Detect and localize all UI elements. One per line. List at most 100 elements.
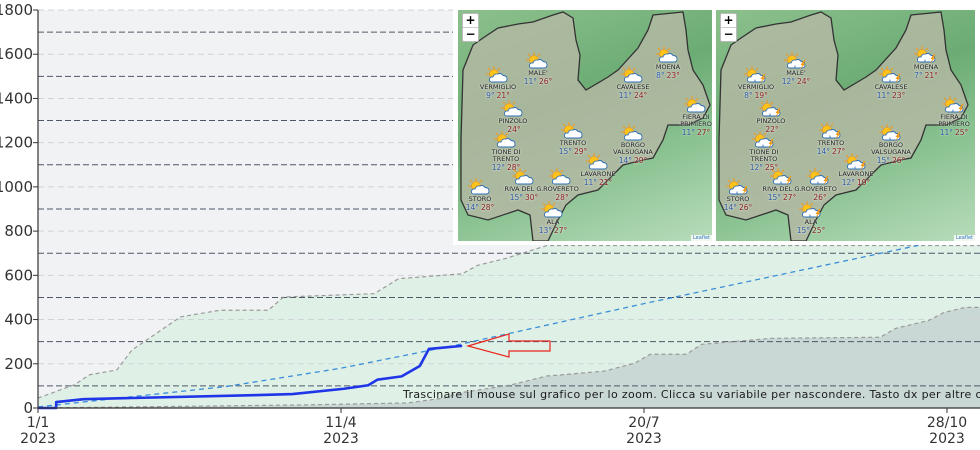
city-temperatures: 14° 28° <box>458 203 508 212</box>
city-name: CAVALESE <box>874 83 908 91</box>
sun-cloud-storm-icon <box>728 66 784 84</box>
sun-cloud-storm-icon <box>828 153 884 171</box>
zoom-in-button[interactable]: + <box>721 14 736 28</box>
y-tick-label: 200 <box>4 355 33 373</box>
sun-cloud-icon <box>496 168 552 186</box>
x-tick-year: 2023 <box>323 431 359 447</box>
city-forecast[interactable]: PINZOLO 24° <box>485 100 541 134</box>
min-temperature: 12° <box>491 163 505 172</box>
x-tick-label: 28/10 <box>927 415 967 431</box>
city-forecast[interactable]: TRENTO 14° 27° <box>803 122 859 156</box>
map-zoom-control: + − <box>720 13 737 42</box>
city-forecast[interactable]: ROVERETO 28° <box>533 168 589 202</box>
series-outline-1[interactable] <box>37 306 980 409</box>
max-temperature: 28° <box>555 193 569 202</box>
leaflet-attribution-link[interactable]: Leaflet <box>953 235 975 241</box>
max-temperature: 22° <box>765 125 779 134</box>
city-forecast[interactable]: ROVERETO 26° <box>791 168 847 202</box>
city-name: ROVERETO <box>543 185 579 193</box>
min-temperature: 11° <box>523 77 537 86</box>
city-name: CAVALESE <box>616 83 650 91</box>
series-outline-0[interactable] <box>37 244 980 399</box>
city-temperatures: 15° 27° <box>754 193 810 202</box>
min-temperature: 14° <box>618 156 632 165</box>
city-forecast[interactable]: BORGO VALSUGANA 14° 29° <box>605 124 661 165</box>
city-forecast[interactable]: MOENA 7° 21° <box>898 46 954 80</box>
city-forecast[interactable]: MOENA 8° 23° <box>640 46 696 80</box>
city-name: MOENA <box>655 63 681 71</box>
max-temperature: 30° <box>525 193 539 202</box>
city-forecast[interactable]: PINZOLO 22° <box>743 100 799 134</box>
city-forecast[interactable]: ALA 13° 27° <box>525 201 581 235</box>
max-temperature: 29° <box>574 147 588 156</box>
city-name: MALE' <box>528 69 548 77</box>
city-temperatures: 12° 28° <box>478 163 534 172</box>
city-forecast[interactable]: FIERA DI PRIMIERO 11° 25° <box>926 96 975 137</box>
city-forecast[interactable]: ALA 15° 25° <box>783 201 839 235</box>
city-temperatures: 15° 26° <box>863 156 919 165</box>
max-temperature: 28° <box>507 163 521 172</box>
city-forecast[interactable]: CAVALESE 11° 24° <box>605 66 661 100</box>
zoom-in-button[interactable]: + <box>463 14 478 28</box>
city-forecast[interactable]: TIONE DI TRENTO 12° 28° <box>478 131 534 172</box>
city-forecast[interactable]: MALE' 11° 26° <box>510 52 566 86</box>
forecast-map-today[interactable]: + − Leaflet VERMIGLIO 9° 21° MALE' 11° 26° PINZOL… <box>458 10 712 241</box>
sun-cloud-icon <box>570 153 626 171</box>
x-tick-year: 2023 <box>20 431 56 447</box>
city-forecast[interactable]: STORO 14° 26° <box>716 178 766 212</box>
zoom-out-button[interactable]: − <box>465 27 476 41</box>
city-name: PINZOLO <box>498 117 528 125</box>
city-temperatures: 22° <box>743 125 799 134</box>
city-forecast[interactable]: CAVALESE 11° 23° <box>863 66 919 100</box>
city-forecast[interactable]: VERMIGLIO 8° 19° <box>728 66 784 100</box>
sun-cloud-storm-icon <box>863 66 919 84</box>
sun-cloud-storm-icon <box>716 178 766 196</box>
min-temperature: 15° <box>767 193 781 202</box>
city-forecast[interactable]: RIVA DEL G. 15° 27° <box>754 168 810 202</box>
city-name: LAVARONE <box>580 170 616 178</box>
series-area-1[interactable] <box>38 307 980 408</box>
city-forecast[interactable]: LAVARONE 12° 19° <box>828 153 884 187</box>
city-name: VERMIGLIO <box>479 83 517 91</box>
city-forecast[interactable]: TRENTO 15° 29° <box>545 122 601 156</box>
city-name: ALA <box>546 218 560 226</box>
sun-cloud-storm-icon <box>768 52 824 70</box>
max-temperature: 19° <box>857 178 871 187</box>
x-tick-label: 1/1 <box>27 415 50 431</box>
max-temperature: 26° <box>892 156 906 165</box>
city-forecast[interactable]: VERMIGLIO 9° 21° <box>470 66 526 100</box>
min-temperature: 11° <box>681 128 695 137</box>
zoom-out-button[interactable]: − <box>723 27 734 41</box>
x-tick-label: 20/7 <box>628 415 659 431</box>
city-temperatures: 24° <box>485 125 541 134</box>
city-forecast[interactable]: MALE' 12° 24° <box>768 52 824 86</box>
city-temperatures: 14° 27° <box>803 147 859 156</box>
city-name: ROVERETO <box>801 185 837 193</box>
city-forecast[interactable]: RIVA DEL G. 15° 30° <box>496 168 552 202</box>
x-tick-year: 2023 <box>929 431 965 447</box>
city-name: STORO <box>468 195 492 203</box>
leaflet-attribution-link[interactable]: Leaflet <box>690 235 712 241</box>
city-forecast[interactable]: TIONE DI TRENTO 12° 25° <box>736 131 792 172</box>
sun-cloud-icon <box>485 100 541 118</box>
city-temperatures: 15° 25° <box>783 226 839 235</box>
city-forecast[interactable]: LAVARONE 11° 21° <box>570 153 626 187</box>
city-name: TRENTO <box>559 139 587 147</box>
max-temperature: 27° <box>783 193 797 202</box>
sun-cloud-icon <box>545 122 601 140</box>
max-temperature: 23° <box>892 91 906 100</box>
city-forecast[interactable]: FIERA DI PRIMIERO 11° 27° <box>668 96 712 137</box>
max-temperature: 25° <box>812 226 826 235</box>
city-temperatures: 11° 27° <box>668 128 712 137</box>
city-forecast[interactable]: STORO 14° 28° <box>458 178 508 212</box>
forecast-map-tomorrow[interactable]: + − Leaflet VERMIGLIO 8° 19° MALE' 12° 24° PINZOL… <box>716 10 975 241</box>
city-temperatures: 13° 27° <box>525 226 581 235</box>
x-tick-label: 11/4 <box>325 415 357 431</box>
city-temperatures: 15° 30° <box>496 193 552 202</box>
sun-cloud-storm-icon <box>783 201 839 219</box>
city-name: BORGO VALSUGANA <box>613 141 653 156</box>
sun-cloud-icon <box>525 201 581 219</box>
series-line-2[interactable] <box>37 230 975 408</box>
city-forecast[interactable]: BORGO VALSUGANA 15° 26° <box>863 124 919 165</box>
series-line-3[interactable] <box>38 344 463 410</box>
